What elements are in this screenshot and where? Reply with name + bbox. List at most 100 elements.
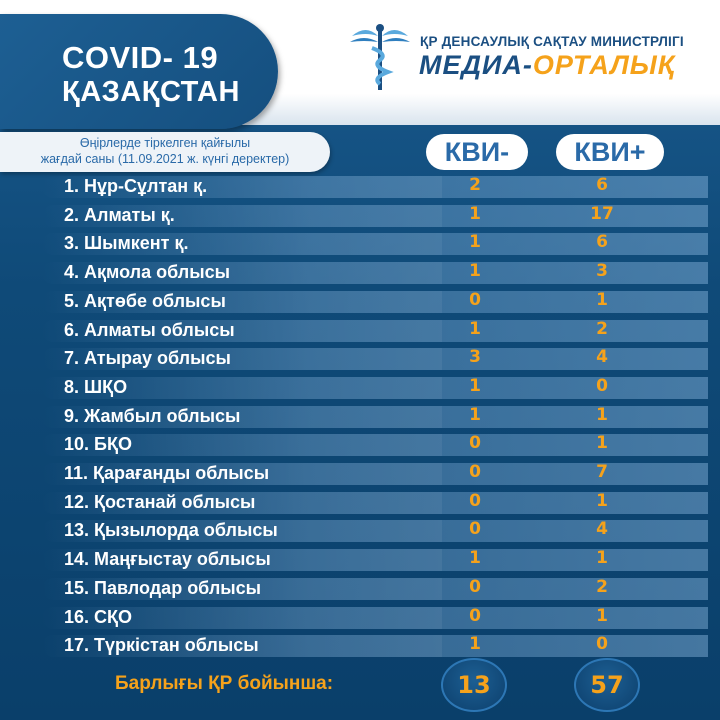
region-label: 1. Нұр-Сұлтан қ. xyxy=(64,176,208,196)
total-label: Барлығы ҚР бойынша: xyxy=(115,673,334,694)
region-count-minus: 0 xyxy=(469,576,481,597)
row-bar xyxy=(42,176,708,198)
region-count-minus: 0 xyxy=(469,490,481,511)
region-count-minus: 2 xyxy=(469,175,481,195)
region-label: 6. Алматы облысы xyxy=(64,319,235,340)
region-label: 17. Түркістан облысы xyxy=(64,635,259,656)
table-row: 15. Павлодар облысы 0 2 xyxy=(42,575,708,601)
region-label: 11. Қарағанды облысы xyxy=(64,463,270,483)
row-bar xyxy=(42,491,708,514)
table-row: 6. Алматы облысы 1 2 xyxy=(42,317,708,343)
table-row: 5. Ақтөбе облысы 0 1 xyxy=(42,288,708,314)
region-count-plus: 3 xyxy=(596,261,608,282)
media-part1: МЕДИА- xyxy=(419,50,533,80)
table-row: 11. Қарағанды облысы 0 7 xyxy=(42,460,708,486)
table-row: 2. Алматы қ. 1 17 xyxy=(42,202,708,228)
region-count-plus: 6 xyxy=(596,175,608,195)
region-label: 13. Қызылорда облысы xyxy=(64,520,278,541)
table-row: 13. Қызылорда облысы 0 4 xyxy=(42,517,708,543)
ministry-name: ҚР ДЕНСАУЛЫҚ САҚТАУ МИНИСТРЛІГІ xyxy=(420,34,684,49)
region-label: 14. Маңғыстау облысы xyxy=(64,549,271,570)
title-card: COVID- 19 ҚАЗАҚСТАН xyxy=(0,14,278,129)
region-count-plus: 1 xyxy=(596,490,608,511)
table-row: 8. ШҚО 1 0 xyxy=(42,374,708,400)
region-count-plus: 7 xyxy=(596,462,608,482)
table-row: 17. Түркістан облысы 1 0 xyxy=(42,632,708,658)
subtitle-line1: Өңірлерде тіркелген қайғылы xyxy=(79,136,251,150)
row-bar xyxy=(42,463,708,485)
region-count-plus: 1 xyxy=(596,605,608,626)
region-count-minus: 1 xyxy=(469,203,481,224)
region-count-minus: 3 xyxy=(469,347,481,368)
row-bar xyxy=(42,233,708,256)
region-count-plus: 2 xyxy=(596,576,608,597)
column-header-minus: КВИ- xyxy=(426,134,528,170)
total-minus: 13 xyxy=(441,658,507,712)
row-bar xyxy=(42,262,708,285)
table-row: 9. Жамбыл облысы 1 1 xyxy=(42,403,708,429)
region-count-plus: 6 xyxy=(596,232,608,253)
row-bar xyxy=(42,348,708,371)
region-count-minus: 1 xyxy=(469,232,481,253)
row-bar xyxy=(42,549,708,572)
table-row: 14. Маңғыстау облысы 1 1 xyxy=(42,546,708,572)
region-label: 4. Ақмола облысы xyxy=(64,262,230,283)
media-part2: ОРТАЛЫҚ xyxy=(532,50,676,80)
title-covid: COVID- 19 xyxy=(62,40,219,75)
column-header-plus: КВИ+ xyxy=(556,134,664,170)
region-count-plus: 1 xyxy=(596,404,608,425)
region-label: 7. Атырау облысы xyxy=(64,348,231,369)
region-label: 10. БҚО xyxy=(64,434,132,455)
region-count-plus: 0 xyxy=(596,634,608,655)
region-count-plus: 4 xyxy=(596,347,608,368)
region-count-minus: 0 xyxy=(469,433,481,454)
region-count-plus: 1 xyxy=(596,548,608,569)
table-row: 16. СҚО 0 1 xyxy=(42,604,708,630)
caduceus-icon xyxy=(350,24,410,90)
row-bar xyxy=(42,434,708,457)
title-country: ҚАЗАҚСТАН xyxy=(62,76,240,108)
row-bar xyxy=(42,577,708,600)
region-count-minus: 1 xyxy=(469,318,481,339)
region-count-plus: 1 xyxy=(596,289,608,310)
region-count-minus: 0 xyxy=(469,605,481,626)
region-label: 2. Алматы қ. xyxy=(64,204,175,225)
row-bar xyxy=(42,290,708,313)
region-label: 15. Павлодар облысы xyxy=(64,577,262,598)
row-bar xyxy=(42,405,708,428)
table-row: 4. Ақмола облысы 1 3 xyxy=(42,259,708,285)
media-center-logo-text: МЕДИА-ОРТАЛЫҚ xyxy=(419,50,675,81)
row-bar xyxy=(42,606,708,629)
subtitle-pill: Өңірлерде тіркелген қайғылы жағдай саны … xyxy=(0,132,330,172)
region-count-minus: 1 xyxy=(469,375,481,396)
region-count-plus: 0 xyxy=(596,375,608,396)
row-bar xyxy=(42,635,708,658)
table-row: 12. Қостанай облысы 0 1 xyxy=(42,489,708,515)
region-count-minus: 1 xyxy=(469,261,481,282)
region-count-plus: 1 xyxy=(596,433,608,454)
table-row: 10. БҚО 0 1 xyxy=(42,431,708,457)
table-row: 1. Нұр-Сұлтан қ. 2 6 xyxy=(42,173,708,199)
row-bar xyxy=(42,520,708,543)
region-count-plus: 4 xyxy=(596,519,608,540)
region-label: 3. Шымкент қ. xyxy=(64,233,189,254)
region-count-minus: 1 xyxy=(469,404,481,425)
row-bar xyxy=(42,319,708,342)
total-plus: 57 xyxy=(574,658,640,712)
region-count-minus: 1 xyxy=(469,634,481,655)
row-bar xyxy=(42,204,708,227)
table-row: 3. Шымкент қ. 1 6 xyxy=(42,230,708,256)
region-count-plus: 2 xyxy=(596,318,608,339)
region-label: 9. Жамбыл облысы xyxy=(64,405,241,426)
subtitle-line2: жағдай саны (11.09.2021 ж. күнгі деректе… xyxy=(40,152,290,166)
region-label: 12. Қостанай облысы xyxy=(64,491,256,512)
region-label: 16. СҚО xyxy=(64,606,133,627)
region-count-minus: 0 xyxy=(469,289,481,310)
region-count-minus: 0 xyxy=(469,519,481,540)
table-row: 7. Атырау облысы 3 4 xyxy=(42,345,708,371)
region-label: 5. Ақтөбе облысы xyxy=(64,290,226,311)
region-count-plus: 17 xyxy=(590,203,614,224)
region-label: 8. ШҚО xyxy=(64,376,128,397)
region-count-minus: 0 xyxy=(469,462,481,482)
region-count-minus: 1 xyxy=(469,548,481,569)
